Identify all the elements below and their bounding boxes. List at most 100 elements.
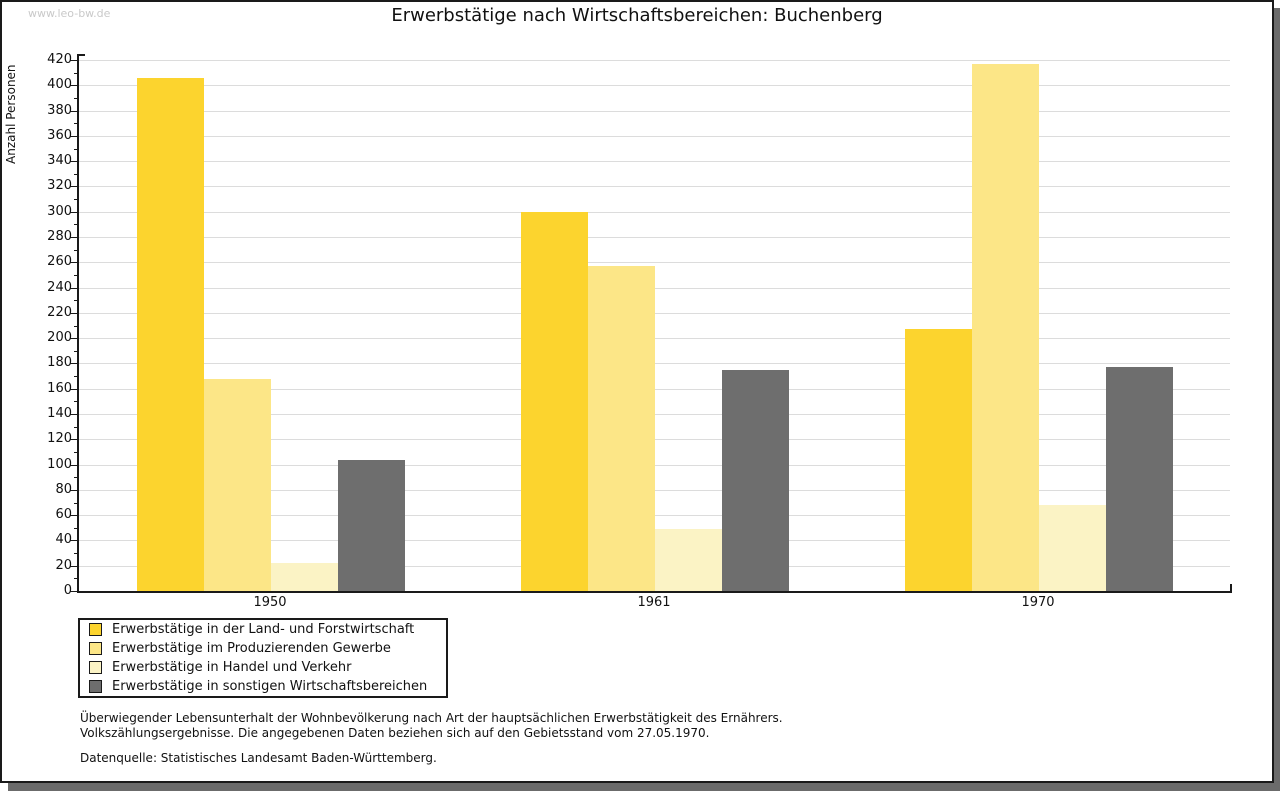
y-minor-tick bbox=[74, 426, 78, 428]
legend-item: Erwerbstätige im Produzierenden Gewerbe bbox=[89, 639, 446, 658]
legend-item: Erwerbstätige in Handel und Verkehr bbox=[89, 658, 446, 677]
y-tick-label: 80 bbox=[55, 481, 72, 497]
y-minor-tick bbox=[74, 325, 78, 327]
y-tick-label: 360 bbox=[47, 127, 72, 143]
y-major-tick bbox=[70, 161, 77, 163]
legend-swatch bbox=[89, 680, 102, 693]
footnote-source: Datenquelle: Statistisches Landesamt Bad… bbox=[80, 751, 437, 765]
y-tick-label: 300 bbox=[47, 203, 72, 219]
y-major-tick bbox=[70, 312, 77, 314]
watermark: www.leo-bw.de bbox=[28, 7, 111, 20]
y-axis-end-tick bbox=[77, 54, 85, 56]
y-major-tick bbox=[70, 489, 77, 491]
y-minor-tick bbox=[74, 401, 78, 403]
y-tick-label: 180 bbox=[47, 355, 72, 371]
y-minor-tick bbox=[74, 477, 78, 479]
y-major-tick bbox=[70, 211, 77, 213]
gridline bbox=[78, 110, 1230, 112]
legend-item: Erwerbstätige in der Land- und Forstwirt… bbox=[89, 620, 446, 639]
y-minor-tick bbox=[74, 72, 78, 74]
bar-1970-series-3 bbox=[1039, 505, 1106, 591]
y-minor-tick bbox=[74, 199, 78, 201]
y-tick-label: 280 bbox=[47, 229, 72, 244]
bar-1970-series-4 bbox=[1106, 367, 1173, 591]
legend-label: Erwerbstätige in Handel und Verkehr bbox=[112, 660, 352, 675]
x-axis-end-tick bbox=[1230, 584, 1232, 591]
x-category-label: 1950 bbox=[253, 595, 287, 610]
y-major-tick bbox=[70, 85, 77, 87]
y-minor-tick bbox=[74, 97, 78, 99]
y-minor-tick bbox=[74, 249, 78, 251]
y-major-tick bbox=[70, 186, 77, 188]
y-major-tick bbox=[70, 338, 77, 340]
y-minor-tick bbox=[74, 578, 78, 580]
y-minor-tick bbox=[74, 300, 78, 302]
x-category-label: 1970 bbox=[1021, 595, 1055, 610]
y-minor-tick bbox=[74, 148, 78, 150]
y-tick-label: 60 bbox=[55, 507, 72, 523]
y-minor-tick bbox=[74, 224, 78, 226]
y-major-tick bbox=[70, 237, 77, 238]
y-axis-title: Anzahl Personen bbox=[4, 64, 18, 164]
footnote-line: Volkszählungsergebnisse. Die angegebenen… bbox=[80, 725, 710, 740]
gridline bbox=[78, 186, 1230, 188]
bar-1961-series-2 bbox=[588, 266, 655, 591]
y-tick-label: 140 bbox=[47, 406, 72, 421]
gridline bbox=[78, 85, 1230, 87]
y-tick-label: 400 bbox=[47, 77, 72, 93]
gridline bbox=[78, 60, 1230, 61]
bar-1961-series-3 bbox=[655, 529, 722, 591]
y-tick-label: 20 bbox=[55, 557, 72, 573]
y-major-tick bbox=[70, 388, 77, 390]
bar-1950-series-1 bbox=[137, 77, 204, 591]
y-minor-tick bbox=[74, 376, 78, 378]
legend-swatch bbox=[89, 623, 102, 636]
y-major-tick bbox=[70, 135, 77, 137]
x-category-label: 1961 bbox=[637, 595, 671, 610]
legend-label: Erwerbstätige in sonstigen Wirtschaftsbe… bbox=[112, 679, 428, 694]
plot-area bbox=[78, 60, 1230, 591]
gridline bbox=[78, 135, 1230, 137]
footnotes: Überwiegender Lebensunterhalt der Wohnbe… bbox=[80, 711, 783, 766]
y-axis-line bbox=[77, 54, 79, 593]
legend-label: Erwerbstätige in der Land- und Forstwirt… bbox=[112, 622, 415, 637]
y-major-tick bbox=[70, 262, 77, 264]
y-minor-tick bbox=[74, 274, 78, 276]
y-major-tick bbox=[70, 110, 77, 112]
y-tick-label: 120 bbox=[47, 431, 72, 447]
y-minor-tick bbox=[74, 173, 78, 175]
y-minor-tick bbox=[74, 527, 78, 529]
legend-item: Erwerbstätige in sonstigen Wirtschaftsbe… bbox=[89, 677, 446, 696]
y-major-tick bbox=[70, 414, 77, 415]
y-major-tick bbox=[70, 287, 77, 289]
y-tick-label: 380 bbox=[47, 102, 72, 118]
x-axis-line bbox=[78, 591, 1232, 593]
y-major-tick bbox=[70, 464, 77, 466]
y-major-tick bbox=[70, 591, 77, 592]
bar-1950-series-2 bbox=[204, 378, 271, 591]
gridline bbox=[78, 161, 1230, 163]
y-tick-label: 220 bbox=[47, 304, 72, 320]
gridline bbox=[78, 211, 1230, 213]
y-major-tick bbox=[70, 363, 77, 365]
y-minor-tick bbox=[74, 502, 78, 504]
y-tick-label: 0 bbox=[63, 583, 72, 598]
chart-title: Erwerbstätige nach Wirtschaftsbereichen:… bbox=[391, 5, 883, 26]
y-minor-tick bbox=[74, 123, 78, 125]
bar-1961-series-4 bbox=[722, 369, 789, 591]
y-tick-label: 200 bbox=[47, 330, 72, 346]
footnote-line: Überwiegender Lebensunterhalt der Wohnbe… bbox=[80, 711, 783, 725]
y-tick-label: 240 bbox=[47, 279, 72, 295]
y-major-tick bbox=[70, 60, 77, 61]
y-tick-label: 40 bbox=[55, 532, 72, 548]
legend-swatch bbox=[89, 661, 102, 674]
bar-1970-series-2 bbox=[972, 63, 1039, 591]
legend-label: Erwerbstätige im Produzierenden Gewerbe bbox=[112, 641, 391, 656]
y-tick-label: 320 bbox=[47, 178, 72, 194]
bar-1950-series-3 bbox=[271, 563, 338, 591]
y-major-tick bbox=[70, 439, 77, 441]
y-minor-tick bbox=[74, 350, 78, 352]
y-tick-label: 100 bbox=[47, 456, 72, 472]
